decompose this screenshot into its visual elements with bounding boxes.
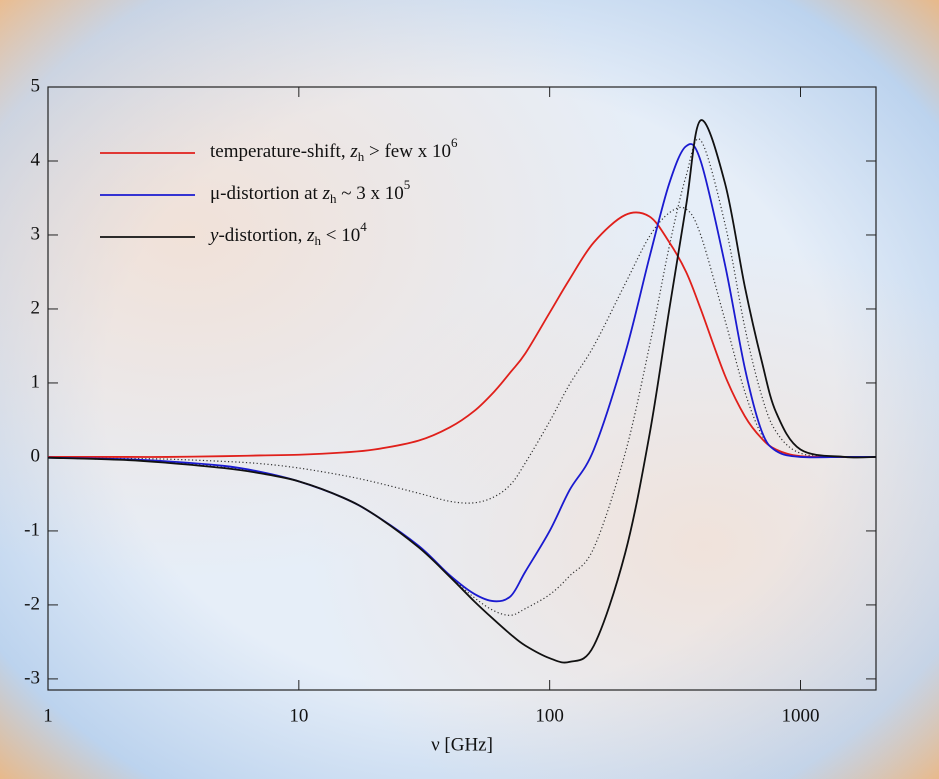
legend-label: μ-distortion at zh ~ 3 x 105 xyxy=(210,177,410,206)
legend-text-part: h xyxy=(330,191,337,206)
legend-text-part: z xyxy=(322,183,331,204)
x-tick-label: 100 xyxy=(535,705,564,726)
y-tick-label: -3 xyxy=(24,667,40,688)
series-line xyxy=(48,211,877,458)
legend-text-part: -distortion, xyxy=(218,225,307,246)
legend-label: y-distortion, zh < 104 xyxy=(208,219,367,248)
legend-text-part: 6 xyxy=(451,135,458,150)
legend-text-part: 5 xyxy=(404,177,411,192)
legend-text-part: μ-distortion at xyxy=(210,183,323,204)
y-tick-label: 1 xyxy=(31,371,41,392)
y-tick-label: -1 xyxy=(24,519,40,540)
y-tick-label: 0 xyxy=(31,445,41,466)
y-tick-label: 5 xyxy=(31,75,41,96)
x-tick-label: 10 xyxy=(289,705,308,726)
dotted-curve xyxy=(47,138,877,616)
x-axis-label: ν [GHz] xyxy=(431,734,493,755)
x-tick-label: 1000 xyxy=(781,705,819,726)
y-tick-label: 4 xyxy=(31,149,41,170)
legend-text-part: h xyxy=(358,149,365,164)
legend-text-part: temperature-shift, xyxy=(210,141,350,162)
legend-text-part: z xyxy=(306,225,315,246)
legend-text-part: h xyxy=(315,233,322,248)
legend-text-part: ~ 3 x 10 xyxy=(336,183,403,204)
series-line xyxy=(47,143,876,603)
legend-text-part: 4 xyxy=(360,219,367,234)
y-tick-label: 2 xyxy=(31,297,41,318)
legend-text-part: y xyxy=(208,225,219,246)
legend-text-part: < 10 xyxy=(321,225,360,246)
y-tick-label: 3 xyxy=(31,223,41,244)
legend-label: temperature-shift, zh > few x 106 xyxy=(210,135,458,164)
dotted-curve xyxy=(47,206,877,504)
legend-text-part: z xyxy=(349,141,358,162)
legend-text-part: > few x 10 xyxy=(364,141,451,162)
y-tick-label: -2 xyxy=(24,593,40,614)
series-line xyxy=(47,119,877,664)
x-tick-label: 1 xyxy=(43,705,53,726)
plot-frame xyxy=(47,86,877,691)
